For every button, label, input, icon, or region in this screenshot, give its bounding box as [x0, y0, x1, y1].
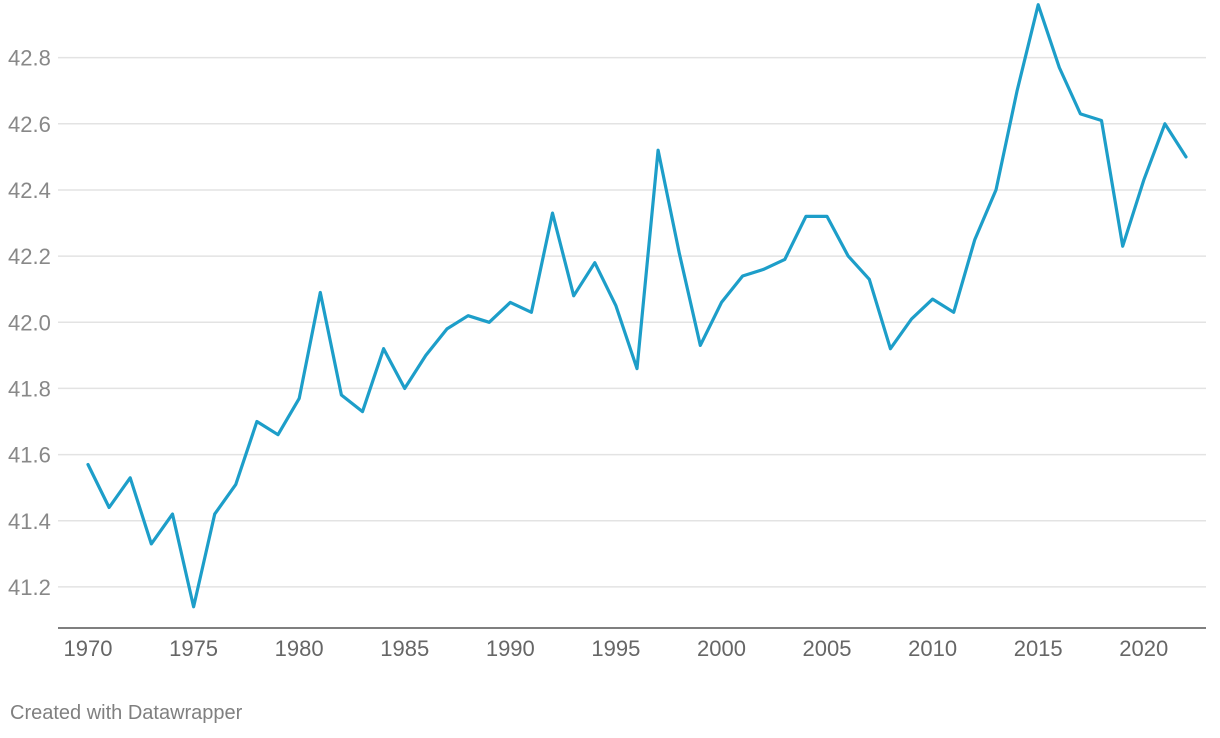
credit-text: Created with Datawrapper	[10, 702, 243, 724]
data-point[interactable]	[316, 288, 324, 296]
data-point[interactable]	[781, 255, 789, 263]
data-point[interactable]	[1013, 87, 1021, 95]
data-point[interactable]	[274, 431, 282, 439]
data-point[interactable]	[295, 394, 303, 402]
data-point[interactable]	[485, 318, 493, 326]
y-tick-label: 42.2	[8, 244, 51, 269]
data-point[interactable]	[168, 510, 176, 518]
x-tick-label: 1975	[169, 636, 218, 661]
x-tick-label: 1990	[486, 636, 535, 661]
data-point[interactable]	[253, 418, 261, 426]
data-point[interactable]	[570, 292, 578, 300]
data-point[interactable]	[696, 341, 704, 349]
x-tick-label: 2005	[803, 636, 852, 661]
data-points	[84, 1, 1190, 611]
y-tick-label: 41.4	[8, 509, 51, 534]
data-point[interactable]	[612, 302, 620, 310]
data-point[interactable]	[401, 384, 409, 392]
x-tick-label: 1995	[591, 636, 640, 661]
data-point[interactable]	[908, 315, 916, 323]
y-tick-label: 41.8	[8, 376, 51, 401]
data-point[interactable]	[1140, 176, 1148, 184]
data-point[interactable]	[1076, 110, 1084, 118]
data-point[interactable]	[464, 312, 472, 320]
data-point[interactable]	[633, 365, 641, 373]
series-line	[86, 3, 1188, 609]
y-tick-label: 42.0	[8, 310, 51, 335]
data-point[interactable]	[126, 474, 134, 482]
data-point[interactable]	[190, 603, 198, 611]
x-tick-label: 2020	[1119, 636, 1168, 661]
data-point[interactable]	[865, 275, 873, 283]
data-point[interactable]	[739, 272, 747, 280]
data-point[interactable]	[359, 408, 367, 416]
data-point[interactable]	[929, 295, 937, 303]
data-point[interactable]	[527, 308, 535, 316]
data-point[interactable]	[443, 325, 451, 333]
series-lines	[86, 3, 1188, 609]
x-tick-label: 2000	[697, 636, 746, 661]
data-point[interactable]	[654, 146, 662, 154]
data-point[interactable]	[971, 236, 979, 244]
y-tick-label: 42.6	[8, 112, 51, 137]
data-point[interactable]	[992, 186, 1000, 194]
data-point[interactable]	[1119, 242, 1127, 250]
data-point[interactable]	[802, 212, 810, 220]
line-chart: 41.2 41.4 41.6 41.8 42.0 42.2 42.4 42.6 42.8 197…	[8, 1, 1206, 661]
data-point[interactable]	[232, 480, 240, 488]
x-tick-label: 2010	[908, 636, 957, 661]
data-point[interactable]	[675, 249, 683, 257]
data-point[interactable]	[337, 391, 345, 399]
y-tick-label: 42.8	[8, 46, 51, 71]
data-point[interactable]	[380, 345, 388, 353]
data-point[interactable]	[506, 298, 514, 306]
data-point[interactable]	[422, 351, 430, 359]
data-point[interactable]	[717, 298, 725, 306]
data-point[interactable]	[1055, 64, 1063, 72]
data-point[interactable]	[844, 252, 852, 260]
y-tick-label: 42.4	[8, 178, 51, 203]
data-point[interactable]	[1098, 116, 1106, 124]
y-tick-label: 41.2	[8, 575, 51, 600]
data-point[interactable]	[1161, 120, 1169, 128]
data-point[interactable]	[105, 504, 113, 512]
data-point[interactable]	[1182, 153, 1190, 161]
x-tick-label: 1970	[64, 636, 113, 661]
gridlines	[58, 56, 1206, 629]
data-point[interactable]	[886, 345, 894, 353]
data-point[interactable]	[211, 510, 219, 518]
data-point[interactable]	[1034, 1, 1042, 9]
data-point[interactable]	[760, 265, 768, 273]
x-tick-label: 1985	[380, 636, 429, 661]
x-axis-labels: 1970 1975 1980 1985 1990 1995 2000 2005 2010 2015…	[64, 636, 1169, 661]
data-point[interactable]	[549, 209, 557, 217]
data-point[interactable]	[591, 259, 599, 267]
y-axis-labels: 41.2 41.4 41.6 41.8 42.0 42.2 42.4 42.6 42.8	[8, 46, 51, 600]
x-tick-label: 2015	[1014, 636, 1063, 661]
y-tick-label: 41.6	[8, 443, 51, 468]
data-point[interactable]	[823, 212, 831, 220]
data-point[interactable]	[950, 308, 958, 316]
data-point[interactable]	[84, 461, 92, 469]
x-tick-label: 1980	[275, 636, 324, 661]
data-point[interactable]	[147, 540, 155, 548]
